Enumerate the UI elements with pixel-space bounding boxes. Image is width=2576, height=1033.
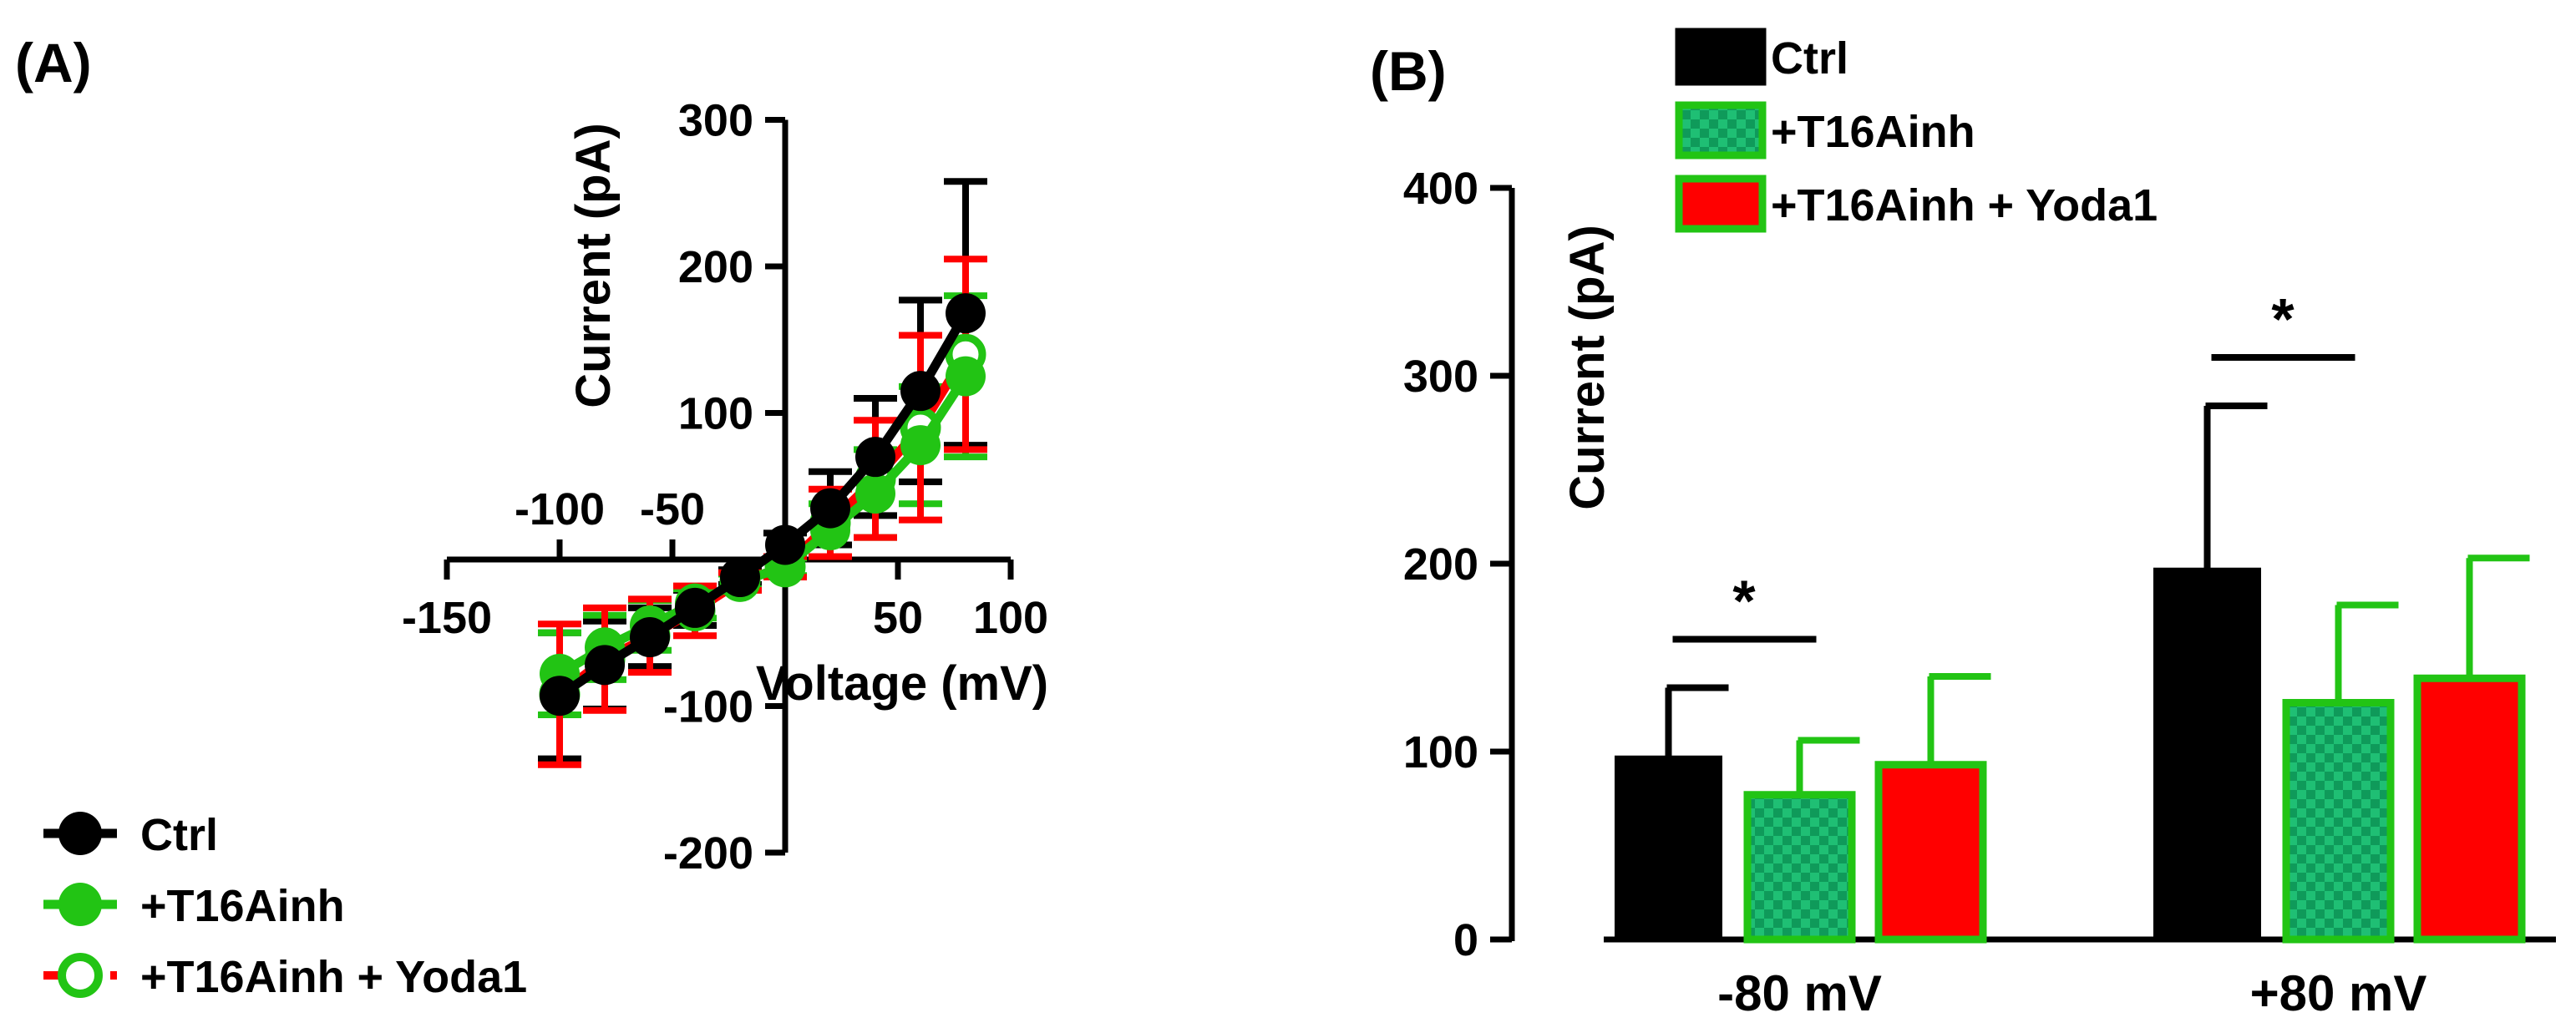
panel-a-x-tick-label: 100 — [973, 593, 1048, 643]
panel-a-y-tick-label: 300 — [678, 96, 753, 146]
panel-a-x-tick-label: 50 — [873, 593, 923, 643]
legend-b-label: +T16Ainh — [1771, 107, 1975, 157]
panel-b-category-label: +80 mV — [2250, 965, 2427, 1021]
panel-a-series — [538, 178, 987, 768]
legend-b-swatch-yoda — [1675, 175, 1767, 233]
panel-b-bar-t16 — [2282, 699, 2395, 944]
legend-b-label: +T16Ainh + Yoda1 — [1771, 180, 2158, 230]
panel-a-y-tick-label: 200 — [678, 242, 753, 292]
panel-a-point-ctrl — [810, 488, 850, 529]
panel-b-label: (B) — [1370, 40, 1447, 102]
legend-a-label: +T16Ainh — [140, 881, 345, 931]
panel-b-bar-ctrl — [1615, 755, 1722, 941]
panel-a-series-line-ctrl — [556, 311, 970, 700]
panel-b-bar-chart: (B) 0 100 200 300 400 Current (pA) -80 mV * +8… — [1370, 28, 2556, 1021]
panel-a-label: (A) — [15, 32, 92, 94]
panel-a-ylabel: Current (pA) — [566, 123, 621, 408]
panel-a-xlabel: Voltage (mV) — [756, 656, 1048, 711]
panel-a-point-ctrl — [585, 645, 625, 686]
panel-a-point-t16 — [946, 356, 986, 397]
panel-a-point-ctrl — [765, 524, 805, 565]
panel-b-significance-star: * — [1732, 569, 1756, 634]
panel-b-category-label: -80 mV — [1717, 965, 1882, 1021]
legend-b-swatch-ctrl — [1675, 28, 1767, 86]
legend-a-label: +T16Ainh + Yoda1 — [140, 952, 527, 1002]
panel-a-series-line-t16 — [557, 373, 970, 678]
panel-a-ticks: -150 -100 -50 50 100 300 200 100 -100 -200 — [402, 96, 1048, 879]
panel-a-axes — [447, 119, 1011, 853]
panel-b-bar-yoda — [1874, 761, 1987, 944]
panel-b-y-tick-label: 0 — [1453, 915, 1478, 965]
panel-a-y-tick-label: 100 — [678, 389, 753, 439]
legend-a-marker-t16 — [58, 883, 102, 926]
panel-b-ylabel: Current (pA) — [1560, 225, 1615, 510]
legend-a-label: Ctrl — [140, 810, 218, 860]
panel-a-y-tick-label: -100 — [663, 682, 753, 732]
legend-b-label: Ctrl — [1771, 33, 1848, 84]
legend-a-marker-yoda — [58, 953, 103, 998]
panel-a-iv-plot: (A) -150 -100 -50 50 100 300 200 100 -100 -200 Vo… — [15, 32, 1048, 1002]
panel-b-bar-ctrl — [2153, 567, 2261, 941]
panel-b-significance-star: * — [2271, 286, 2295, 352]
panel-a-point-ctrl — [630, 617, 670, 658]
panel-a-x-tick-label: -150 — [402, 593, 492, 643]
panel-a-point-ctrl — [946, 293, 986, 334]
panel-a-x-tick-label: -100 — [515, 484, 605, 534]
panel-b-bar-t16 — [1743, 791, 1856, 944]
panel-a-point-t16 — [855, 473, 895, 514]
panel-a-point-ctrl — [675, 587, 715, 628]
panel-b-y-tick-label: 400 — [1403, 164, 1478, 214]
legend-a-marker-ctrl — [58, 812, 102, 855]
panel-a-point-ctrl — [900, 371, 941, 412]
panel-a-point-ctrl — [855, 437, 895, 478]
panel-b-legend: Ctrl +T16Ainh +T16Ainh + Yoda1 — [1675, 28, 2158, 233]
panel-b-y-tick-label: 200 — [1403, 539, 1478, 590]
panel-a-point-ctrl — [720, 557, 760, 598]
panel-b-y-tick-label: 100 — [1403, 727, 1478, 777]
panel-a-point-t16 — [900, 425, 941, 466]
panel-b-axes: 0 100 200 300 400 — [1403, 164, 2556, 965]
panel-a-y-tick-label: -200 — [663, 828, 753, 879]
panel-a-point-ctrl — [540, 676, 580, 717]
panel-b-y-tick-label: 300 — [1403, 352, 1478, 402]
panel-a-legend: Ctrl +T16Ainh +T16Ainh + Yoda1 — [43, 810, 527, 1002]
panel-b-bar-yoda — [2413, 674, 2526, 944]
panel-a-x-tick-label: -50 — [640, 484, 705, 534]
panel-b-bars: -80 mV * +80 mV * — [1615, 286, 2530, 1021]
legend-b-swatch-t16 — [1675, 101, 1767, 160]
